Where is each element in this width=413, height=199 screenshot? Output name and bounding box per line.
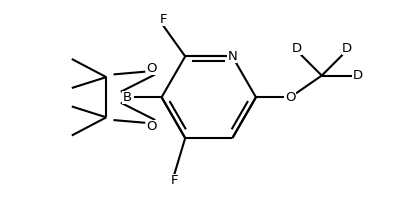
Text: O: O	[146, 120, 157, 133]
Text: D: D	[291, 42, 301, 55]
Text: O: O	[285, 91, 296, 104]
Text: D: D	[342, 42, 352, 55]
Text: D: D	[353, 69, 363, 82]
Text: N: N	[228, 50, 237, 63]
Text: F: F	[159, 13, 167, 26]
Text: B: B	[123, 91, 132, 104]
Text: O: O	[146, 61, 157, 75]
Text: F: F	[171, 174, 178, 187]
